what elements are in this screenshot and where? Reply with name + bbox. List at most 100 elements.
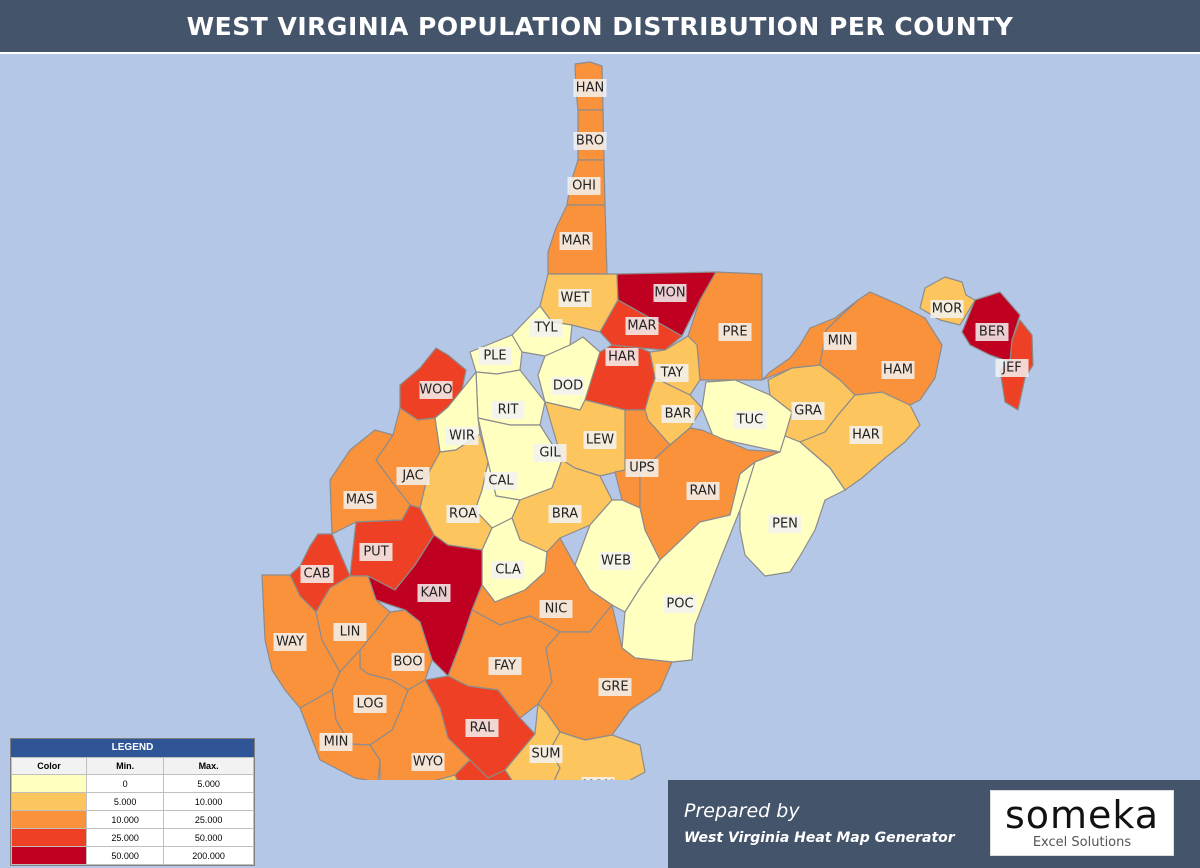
county-gre[interactable] [537, 604, 673, 741]
county-label-ohi: OHI [572, 179, 596, 194]
county-label-bg [333, 623, 367, 641]
county-label-bg [353, 695, 387, 713]
county-label-bg [625, 459, 659, 477]
county-label-bg [446, 505, 480, 523]
county-label-har: HAR [608, 350, 636, 365]
county-label-har: HAR [852, 428, 880, 443]
county-label-bg [663, 595, 697, 613]
legend-max: 5.000 [163, 774, 254, 793]
county-label-bg [491, 561, 525, 579]
county-label-rit: RIT [498, 403, 519, 418]
generator-name: West Virginia Heat Map Generator [684, 830, 955, 846]
county-label-cal: CAL [488, 474, 514, 489]
county-label-bg [768, 515, 802, 533]
legend-swatch-2 [11, 810, 87, 829]
prepared-by-text: Prepared by [684, 800, 800, 822]
county-label-roa: ROA [449, 507, 477, 522]
county-label-lin: LIN [340, 625, 361, 640]
county-label-bg [733, 411, 767, 429]
county-label-bg [396, 467, 430, 485]
county-label-bg [533, 444, 567, 462]
county-label-ple: PLE [483, 349, 506, 364]
county-label-ber: BER [979, 325, 1005, 340]
county-label-bg [686, 482, 720, 500]
county-label-boo: BOO [393, 655, 422, 670]
county-label-web: WEB [601, 554, 631, 569]
legend: LEGEND Color Min. Max. 0 5.000 5.000 10.… [10, 738, 255, 866]
legend-title: LEGEND [11, 739, 254, 757]
county-label-pre: PRE [722, 325, 747, 340]
county-label-bg [465, 719, 499, 737]
logo-subtitle: Excel Solutions [1032, 835, 1132, 850]
county-label-bra: BRA [552, 507, 578, 522]
county-label-ups: UPS [629, 461, 655, 476]
county-label-tuc: TUC [736, 413, 764, 428]
county-label-tyl: TYL [533, 321, 558, 336]
county-label-cla: CLA [495, 563, 521, 578]
county-label-bg [419, 381, 453, 399]
page-title: WEST VIRGINIA POPULATION DISTRIBUTION PE… [186, 11, 1014, 41]
county-label-bg [599, 552, 633, 570]
county-mer[interactable] [454, 759, 548, 780]
west-virginia-map: HAN BRO OHI MAR WET MON MAR PRE TYL PLE DOD HAR TAY W… [261, 61, 1034, 781]
someka-logo[interactable]: someka Excel Solutions [990, 790, 1174, 856]
county-label-jef: JEF [1001, 361, 1022, 376]
county-label-bg [411, 753, 445, 771]
county-label-bg [343, 491, 377, 509]
county-label-bg [491, 401, 525, 419]
county-label-log: LOG [356, 697, 383, 712]
county-label-bg [718, 323, 752, 341]
legend-header-max: Max. [163, 757, 254, 775]
county-label-bg [583, 431, 617, 449]
county-label-cab: CAB [304, 567, 331, 582]
legend-row: 10.000 25.000 [11, 810, 254, 829]
county-mcd[interactable] [358, 774, 462, 780]
county-label-mor: MOR [932, 302, 962, 317]
legend-table: Color Min. Max. 0 5.000 5.000 10.000 10.… [11, 757, 254, 865]
county-label-bar: BAR [665, 407, 692, 422]
county-label-min: MIN [324, 735, 349, 750]
county-label-bg [567, 177, 601, 195]
county-min[interactable] [761, 299, 859, 381]
county-label-mar: MAR [627, 319, 656, 334]
legend-row: 5.000 10.000 [11, 792, 254, 811]
legend-swatch-3 [11, 828, 87, 847]
county-label-tay: TAY [660, 366, 684, 381]
county-label-dod: DOD [553, 379, 583, 394]
legend-min: 50.000 [85, 846, 165, 865]
county-label-fay: FAY [494, 659, 516, 674]
county-label-poc: POC [666, 597, 693, 612]
legend-max: 25.000 [163, 810, 254, 829]
county-label-bg [823, 332, 857, 350]
footer-panel: Prepared by West Virginia Heat Map Gener… [668, 780, 1200, 868]
county-label-bg [655, 364, 689, 382]
county-label-mon: MON [582, 779, 613, 781]
county-label-put: PUT [363, 545, 388, 560]
county-label-bg [995, 359, 1029, 377]
county-label-bg [930, 300, 964, 318]
county-label-nic: NIC [545, 602, 568, 617]
county-wyo[interactable] [369, 679, 471, 780]
county-label-bg [300, 565, 334, 583]
county-label-bg [598, 678, 632, 696]
county-label-wet: WET [560, 291, 589, 306]
county-label-bg [559, 232, 593, 250]
county-label-kan: KAN [421, 586, 448, 601]
county-label-bg [625, 317, 659, 335]
legend-swatch-4 [11, 846, 87, 865]
legend-min: 5.000 [85, 792, 165, 811]
legend-min: 25.000 [85, 828, 165, 847]
county-label-bg [478, 347, 512, 365]
county-label-han: HAN [576, 81, 604, 96]
county-label-ran: RAN [689, 484, 716, 499]
county-label-bg [319, 733, 353, 751]
logo-wordmark: someka [1004, 793, 1160, 837]
county-pen[interactable] [739, 435, 846, 577]
county-label-bg [661, 405, 695, 423]
legend-header-color: Color [11, 757, 87, 775]
county-label-lew: LEW [586, 433, 614, 448]
county-label-bg [849, 426, 883, 444]
county-label-way: WAY [276, 635, 304, 650]
legend-min: 10.000 [85, 810, 165, 829]
county-label-bg [548, 505, 582, 523]
